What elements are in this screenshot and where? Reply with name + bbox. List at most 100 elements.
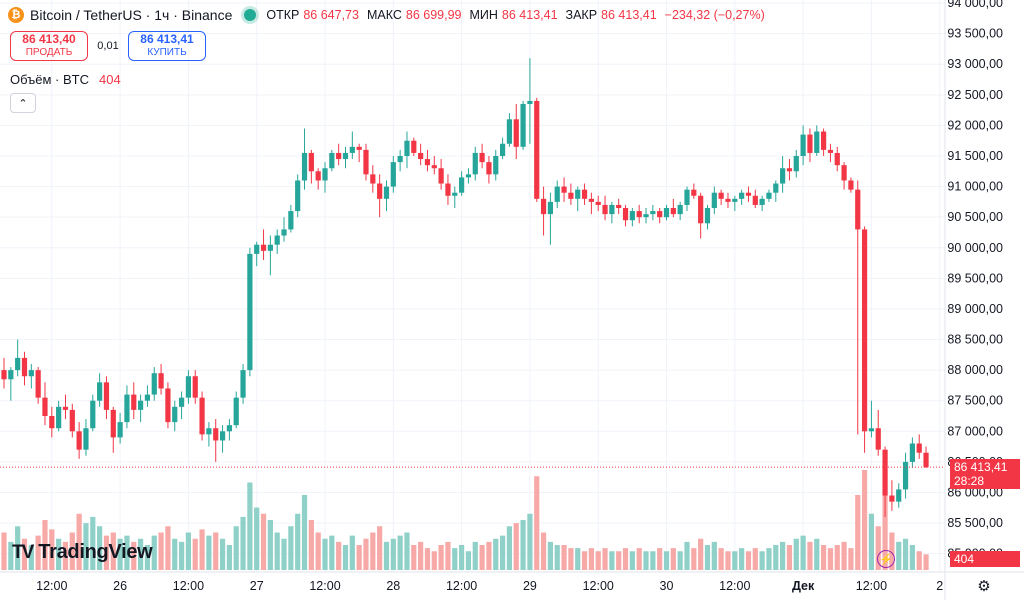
volume-bar xyxy=(377,526,383,570)
candle-body xyxy=(28,370,34,377)
trade-panel: 86 413,40 ПРОДАТЬ 0,01 86 413,41 КУПИТЬ xyxy=(10,31,206,61)
candle-body xyxy=(349,146,355,153)
candle-body xyxy=(356,146,362,150)
candle-body xyxy=(138,400,144,410)
time-tick-label: 12:00 xyxy=(583,579,614,593)
volume-bar xyxy=(349,535,355,570)
candle-body xyxy=(404,140,410,156)
volume-bar xyxy=(657,548,663,570)
volume-bar xyxy=(554,545,560,570)
time-axis[interactable]: 12:00 26 12:00 27 12:00 28 12:00 29 12:00 30 12:00… xyxy=(36,579,943,593)
volume-bar xyxy=(547,541,553,570)
candle-body xyxy=(254,244,260,254)
volume-bar xyxy=(909,545,915,570)
candle-body xyxy=(588,198,594,202)
volume-bar xyxy=(513,523,519,570)
volume-bar xyxy=(15,526,21,570)
volume-bar xyxy=(861,470,868,570)
ohlc-legend: ОТКР 86 647,73 МАКС 86 699,99 МИН 86 413… xyxy=(266,8,768,22)
candle-body xyxy=(923,452,929,468)
volume-bar xyxy=(301,495,308,570)
volume-bar xyxy=(1,532,7,570)
time-tick-label: 12:00 xyxy=(173,579,204,593)
candle-body xyxy=(493,156,499,175)
volume-bar xyxy=(199,529,205,570)
volume-bar xyxy=(76,513,82,570)
volume-bar xyxy=(602,548,608,570)
time-tick-label: 12:00 xyxy=(719,579,750,593)
volume-legend[interactable]: Объём · BTC 404 xyxy=(10,72,121,87)
candle-body xyxy=(274,235,280,245)
volume-bar xyxy=(117,538,123,570)
candle-body xyxy=(882,449,888,496)
candle-body xyxy=(786,168,793,172)
price-tick-label: 89 000,00 xyxy=(947,302,1003,316)
candle-body xyxy=(534,100,540,199)
candle-body xyxy=(896,489,902,502)
candle-body xyxy=(267,244,273,251)
candle-body xyxy=(902,461,909,490)
candle-body xyxy=(178,397,185,407)
sell-button[interactable]: 86 413,40 ПРОДАТЬ xyxy=(10,31,88,61)
volume-bar xyxy=(445,541,451,570)
volume-bar xyxy=(158,532,164,570)
candle-body xyxy=(247,253,253,371)
candle-body xyxy=(199,397,205,435)
candle-body xyxy=(165,388,171,423)
candle-body xyxy=(110,409,116,438)
buy-button[interactable]: 86 413,41 КУПИТЬ xyxy=(128,31,206,61)
volume-bar xyxy=(759,551,765,570)
volume-bar xyxy=(144,545,151,570)
volume-bar xyxy=(363,538,369,570)
candle-body xyxy=(793,156,799,172)
candle-body xyxy=(745,192,752,196)
candle-body xyxy=(35,370,41,398)
candle-body xyxy=(561,186,567,193)
volume-bar xyxy=(213,532,219,570)
volume-bar xyxy=(418,541,424,570)
candle-body xyxy=(424,159,431,166)
candle-body xyxy=(131,394,137,410)
candle-body xyxy=(69,409,75,432)
candle-body xyxy=(868,428,875,432)
candle-body xyxy=(520,104,526,147)
price-tick-label: 85 500,00 xyxy=(947,516,1003,530)
candle-body xyxy=(363,149,369,175)
candle-body xyxy=(103,382,110,410)
low-value: 86 413,41 xyxy=(501,8,558,22)
tradingview-logo[interactable]: TV TradingView xyxy=(12,541,153,564)
volume-bar xyxy=(165,526,171,570)
high-value: 86 699,99 xyxy=(405,8,462,22)
volume-bar xyxy=(663,551,670,570)
volume-bar xyxy=(821,545,827,570)
volume-bar xyxy=(622,548,629,570)
candle-body xyxy=(329,152,335,169)
price-tick-label: 92 000,00 xyxy=(947,118,1003,132)
candle-body xyxy=(151,373,157,395)
candle-body xyxy=(144,394,151,401)
volume-bar xyxy=(814,538,820,570)
price-tick-label: 93 500,00 xyxy=(947,27,1003,41)
volume-bar xyxy=(650,551,656,570)
candle-body xyxy=(97,382,103,401)
candle-body xyxy=(622,208,629,221)
volume-bar xyxy=(923,554,929,570)
volume-bar xyxy=(711,541,717,570)
candle-body xyxy=(219,431,226,441)
candle-body xyxy=(657,211,663,218)
candle-body xyxy=(192,376,198,398)
price-tick-label: 87 000,00 xyxy=(947,424,1003,438)
candle-body xyxy=(554,186,560,202)
candle-body xyxy=(616,204,622,208)
symbol-title[interactable]: Bitcoin / TetherUS · 1ч · Binance xyxy=(30,7,233,23)
time-tick-label: 29 xyxy=(523,579,537,593)
candle-body xyxy=(445,183,451,196)
candle-body xyxy=(595,201,601,205)
candle-body xyxy=(670,208,676,215)
chevron-up-icon[interactable]: ⌃ xyxy=(10,93,36,113)
bitcoin-icon: ₿ xyxy=(8,7,24,23)
gear-icon[interactable]: ⚙ xyxy=(977,578,991,595)
lightning-icon[interactable]: ⚡ xyxy=(877,550,895,568)
